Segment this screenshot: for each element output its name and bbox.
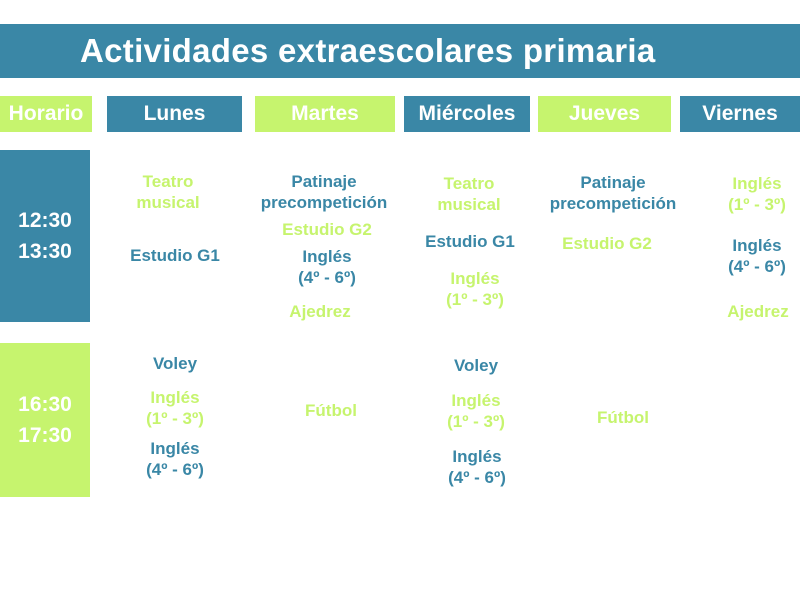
header-martes: Martes [255,96,395,132]
activity-martes-afternoon-1: Fútbol [305,401,357,420]
time-end-afternoon: 17:30 [18,424,72,447]
time-start-midday: 12:30 [18,209,72,232]
activity-martes-midday-3: Inglés (4º - 6º) [298,247,356,287]
activity-lunes-afternoon-1: Voley [152,354,198,373]
time-block-afternoon: 16:30 17:30 [0,343,90,497]
activity-lunes-midday-2: Estudio G1 [130,246,220,265]
activity-martes-midday-2: Estudio G2 [282,220,372,239]
activity-jueves-afternoon-1: Fútbol [597,408,649,427]
activity-martes-midday-1: Patinaje precompetición [260,172,388,212]
activity-lunes-afternoon-3: Inglés (4º - 6º) [146,439,204,479]
activity-jueves-midday-1: Patinaje precompetición [549,173,677,213]
title-bar: Actividades extraescolares primaria [0,24,800,78]
activity-miercoles-midday-1: Teatro musical [437,174,501,214]
activity-miercoles-afternoon-2: Inglés (1º - 3º) [447,391,505,431]
activity-lunes-midday-1: Teatro musical [136,172,200,212]
activity-viernes-midday-1: Inglés (1º - 3º) [728,174,786,214]
header-jueves: Jueves [538,96,671,132]
time-end-midday: 13:30 [18,240,72,263]
activity-jueves-midday-2: Estudio G2 [562,234,652,253]
activity-viernes-midday-3: Ajedrez [727,302,789,321]
activity-lunes-afternoon-2: Inglés (1º - 3º) [146,388,204,428]
time-block-midday: 12:30 13:30 [0,150,90,322]
activity-miercoles-afternoon-1: Voley [453,356,499,375]
activity-martes-midday-4: Ajedrez [289,302,351,321]
activity-miercoles-afternoon-3: Inglés (4º - 6º) [448,447,506,487]
header-horario: Horario [0,96,92,132]
header-miercoles: Miércoles [404,96,530,132]
activity-miercoles-midday-3: Inglés (1º - 3º) [446,269,504,309]
header-lunes: Lunes [107,96,242,132]
page-title: Actividades extraescolares primaria [80,32,656,69]
activity-miercoles-midday-2: Estudio G1 [425,232,515,251]
header-viernes: Viernes [680,96,800,132]
time-start-afternoon: 16:30 [18,393,72,416]
activity-viernes-midday-2: Inglés (4º - 6º) [728,236,786,276]
